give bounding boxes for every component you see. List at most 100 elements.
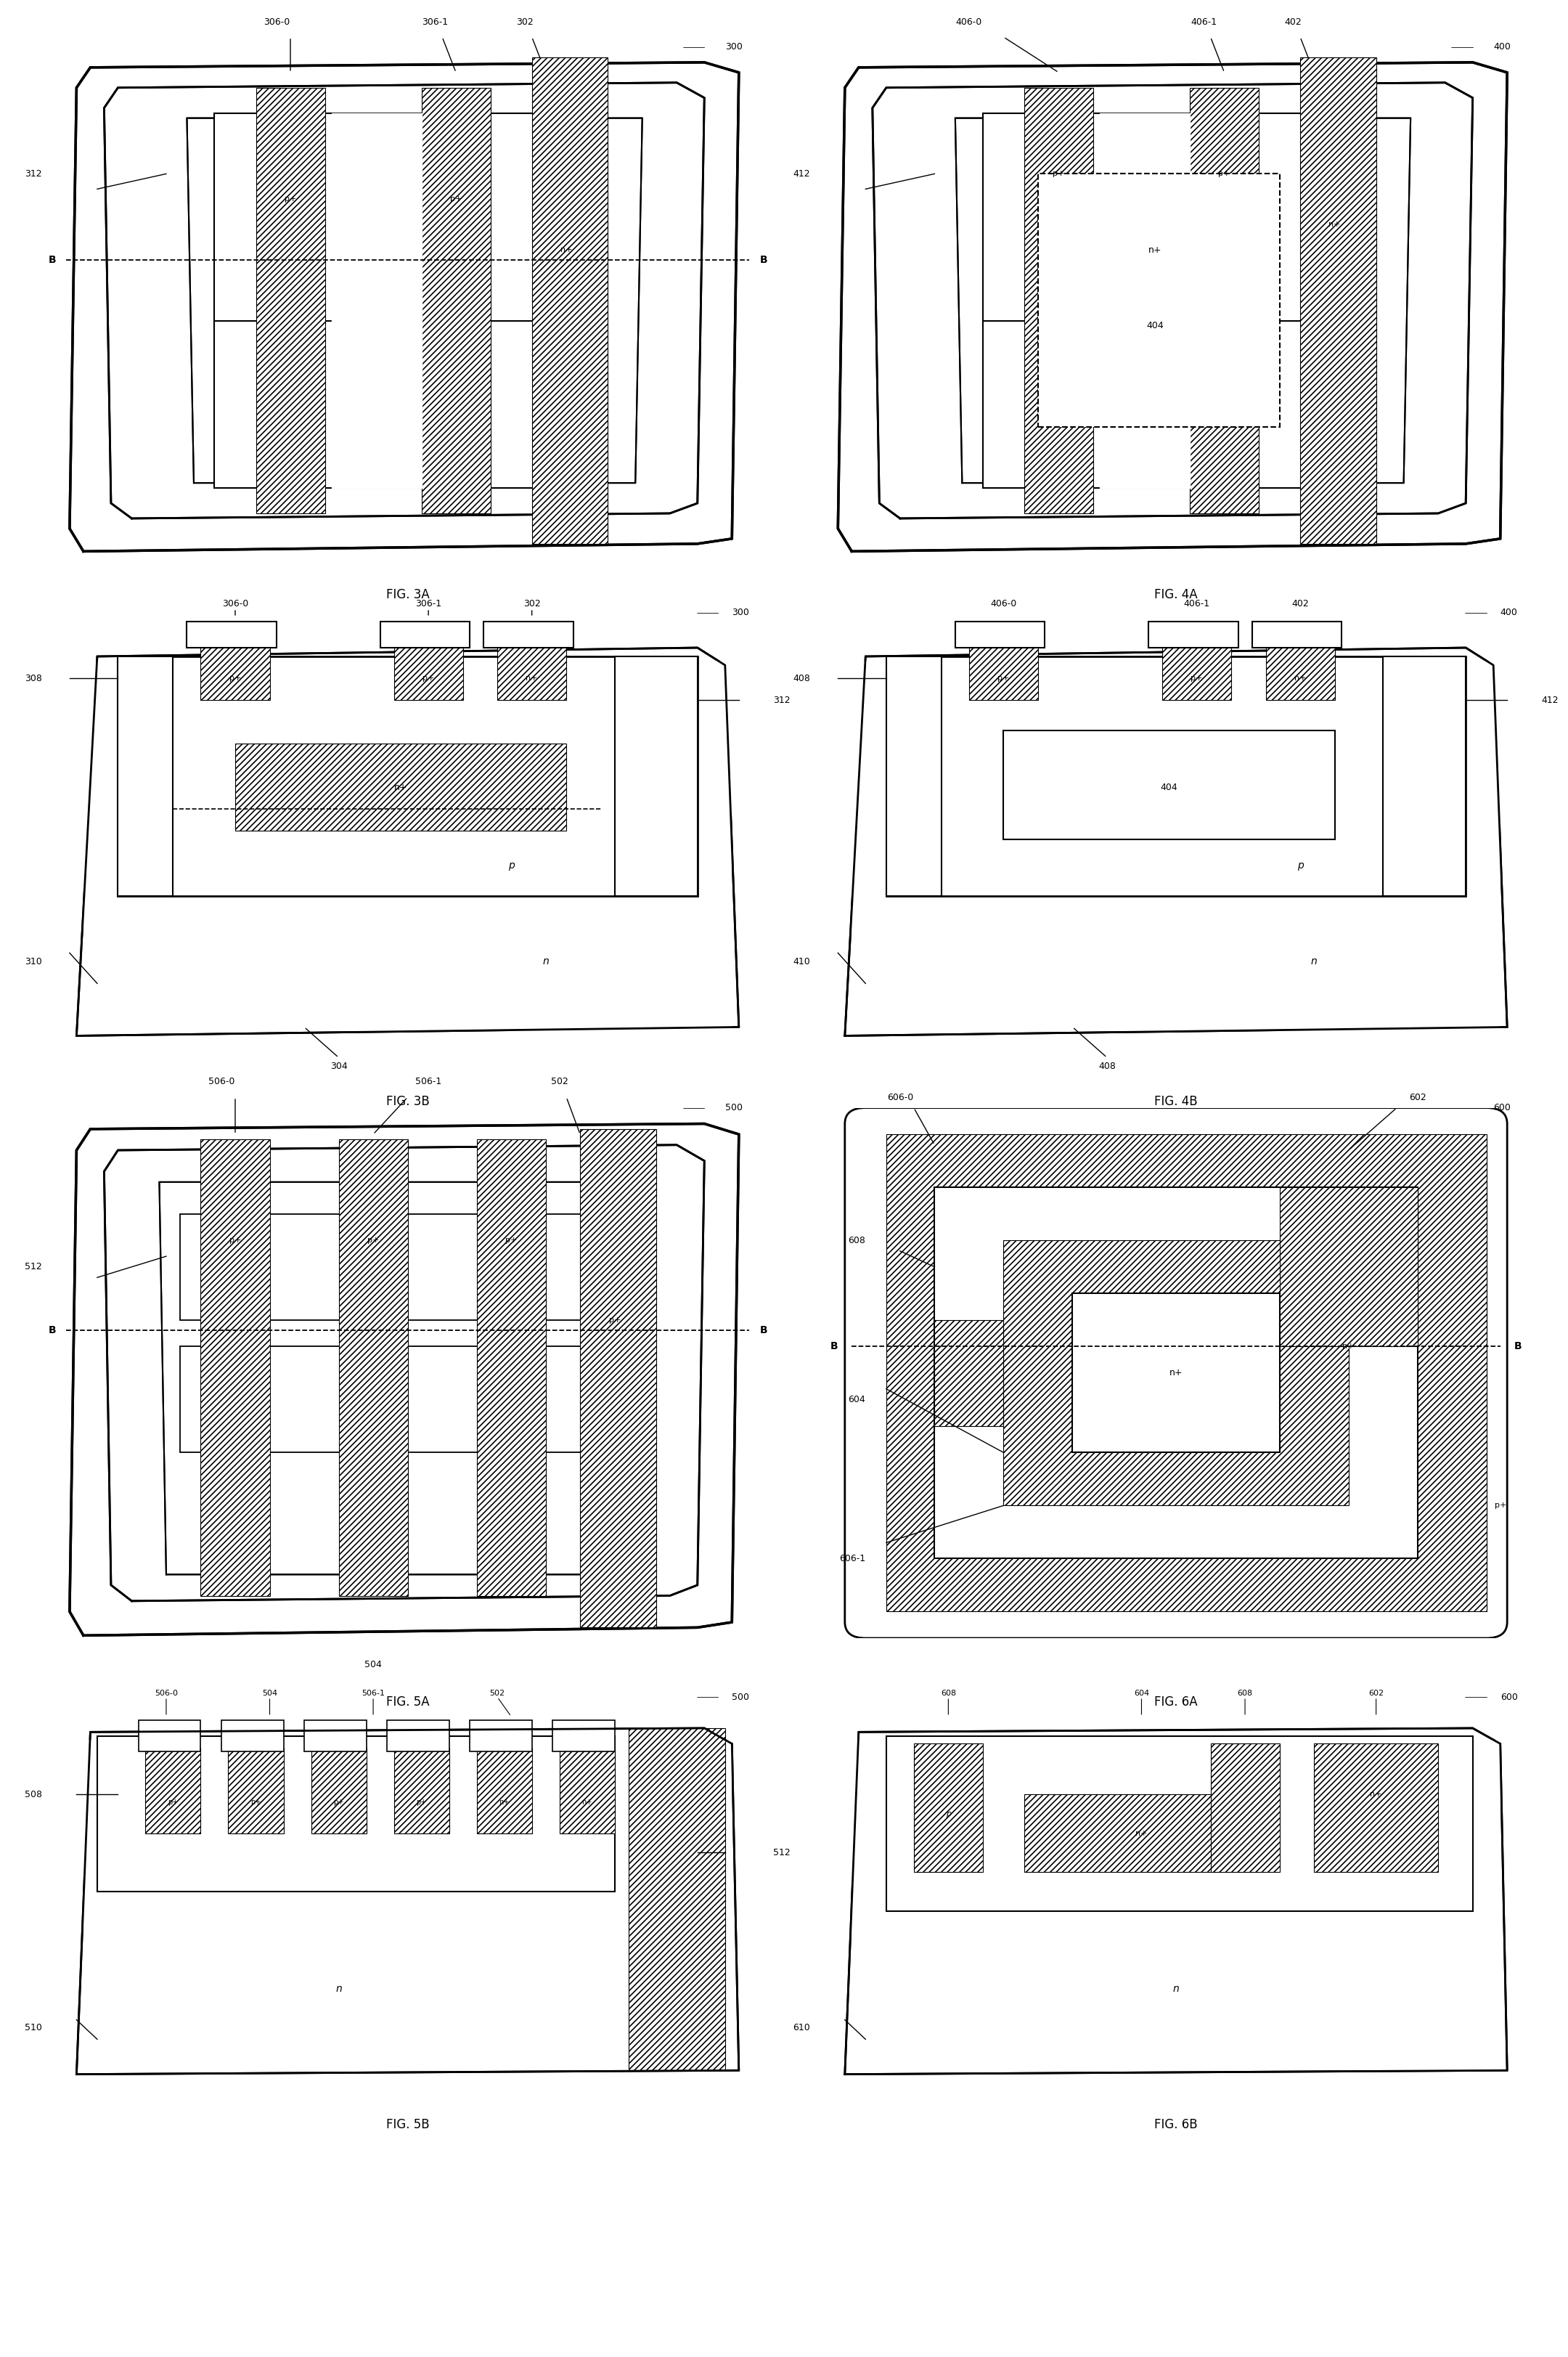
Polygon shape xyxy=(103,1146,704,1600)
Text: FIG. 5A: FIG. 5A xyxy=(386,1695,430,1709)
Text: n+: n+ xyxy=(1170,1367,1182,1379)
Text: 608: 608 xyxy=(941,1690,956,1697)
Bar xyxy=(118,655,698,896)
Polygon shape xyxy=(837,61,1507,552)
Text: p+: p+ xyxy=(1052,170,1065,177)
Text: 606-1: 606-1 xyxy=(839,1553,866,1563)
Bar xyxy=(1190,87,1259,514)
Text: n+: n+ xyxy=(1294,674,1306,681)
Bar xyxy=(146,1747,201,1834)
Text: FIG. 3A: FIG. 3A xyxy=(386,587,430,601)
Text: 608: 608 xyxy=(848,1235,866,1244)
Text: 312: 312 xyxy=(25,170,42,179)
Bar xyxy=(580,1129,655,1626)
Text: 310: 310 xyxy=(25,957,42,966)
Text: 402: 402 xyxy=(1292,599,1309,608)
Bar xyxy=(310,1747,367,1834)
Polygon shape xyxy=(160,1181,643,1574)
Text: n+: n+ xyxy=(1149,245,1162,255)
Text: 508: 508 xyxy=(25,1789,42,1798)
Bar xyxy=(215,321,580,488)
Text: 406-0: 406-0 xyxy=(956,16,982,26)
Text: n: n xyxy=(336,1985,342,1994)
Bar xyxy=(394,1747,448,1834)
Text: 604: 604 xyxy=(1134,1690,1149,1697)
Text: 300: 300 xyxy=(732,608,750,618)
Bar xyxy=(1279,1188,1417,1346)
Text: n+: n+ xyxy=(525,674,538,681)
Text: B: B xyxy=(49,255,56,264)
Bar xyxy=(1300,57,1377,544)
Bar xyxy=(629,1728,724,2069)
Bar xyxy=(387,1721,448,1751)
Text: FIG. 4A: FIG. 4A xyxy=(1154,587,1198,601)
Bar xyxy=(886,655,941,896)
Bar xyxy=(332,113,422,488)
Polygon shape xyxy=(69,61,739,552)
Text: 610: 610 xyxy=(793,2022,811,2032)
Bar xyxy=(180,1214,629,1320)
Text: 408: 408 xyxy=(1098,1061,1116,1070)
Bar xyxy=(851,660,1501,1032)
Bar xyxy=(983,113,1348,325)
Text: 408: 408 xyxy=(793,674,811,684)
Text: 304: 304 xyxy=(331,1061,347,1070)
Text: 506-0: 506-0 xyxy=(155,1690,177,1697)
Bar xyxy=(1024,1794,1265,1871)
Text: 312: 312 xyxy=(773,695,790,705)
Text: n+: n+ xyxy=(499,1798,510,1805)
Bar xyxy=(1314,1744,1438,1871)
Text: 404: 404 xyxy=(1146,321,1163,330)
Text: 512: 512 xyxy=(773,1848,790,1857)
Text: n+: n+ xyxy=(1370,1791,1381,1798)
Bar xyxy=(235,745,566,832)
Text: n+: n+ xyxy=(1342,1343,1355,1351)
Text: n+: n+ xyxy=(560,245,572,255)
Bar xyxy=(256,87,325,514)
Bar xyxy=(229,1747,284,1834)
Polygon shape xyxy=(872,82,1472,519)
Bar xyxy=(851,1739,1501,2069)
Text: n+: n+ xyxy=(582,1798,593,1805)
Text: 504: 504 xyxy=(364,1659,383,1669)
Text: n: n xyxy=(543,957,549,966)
Bar xyxy=(886,655,1466,896)
Bar xyxy=(339,1138,408,1596)
Text: p: p xyxy=(946,1810,950,1817)
Polygon shape xyxy=(955,118,1411,483)
Text: n: n xyxy=(1173,1985,1179,1994)
Bar xyxy=(886,1134,1486,1612)
Bar xyxy=(1038,174,1279,427)
Text: p+: p+ xyxy=(1190,674,1203,681)
Bar xyxy=(477,1747,532,1834)
Text: p+: p+ xyxy=(422,674,434,681)
Text: p: p xyxy=(1345,1289,1352,1299)
Text: 500: 500 xyxy=(732,1692,750,1702)
Bar xyxy=(201,634,270,700)
Bar xyxy=(483,622,574,648)
Bar xyxy=(1024,87,1093,514)
Text: B: B xyxy=(49,1325,56,1336)
Bar xyxy=(969,634,1038,700)
Bar xyxy=(1251,622,1342,648)
Text: B: B xyxy=(759,255,767,264)
Text: 308: 308 xyxy=(25,674,42,684)
Text: 600: 600 xyxy=(1501,1692,1518,1702)
Bar xyxy=(615,655,698,896)
Text: 500: 500 xyxy=(724,1103,743,1113)
Bar xyxy=(83,1739,732,2069)
Text: p+: p+ xyxy=(1494,1501,1507,1508)
Text: n+: n+ xyxy=(394,783,408,792)
Text: p: p xyxy=(1297,860,1303,870)
Text: 412: 412 xyxy=(1541,695,1559,705)
Text: FIG. 6A: FIG. 6A xyxy=(1154,1695,1198,1709)
Text: 600: 600 xyxy=(1493,1103,1510,1113)
Bar xyxy=(532,57,608,544)
Bar xyxy=(379,622,470,648)
Text: 300: 300 xyxy=(724,42,742,52)
Text: 608: 608 xyxy=(1237,1690,1253,1697)
Text: 410: 410 xyxy=(793,957,811,966)
Bar xyxy=(1148,622,1239,648)
Bar xyxy=(1162,634,1231,700)
Text: p+: p+ xyxy=(608,1315,621,1325)
